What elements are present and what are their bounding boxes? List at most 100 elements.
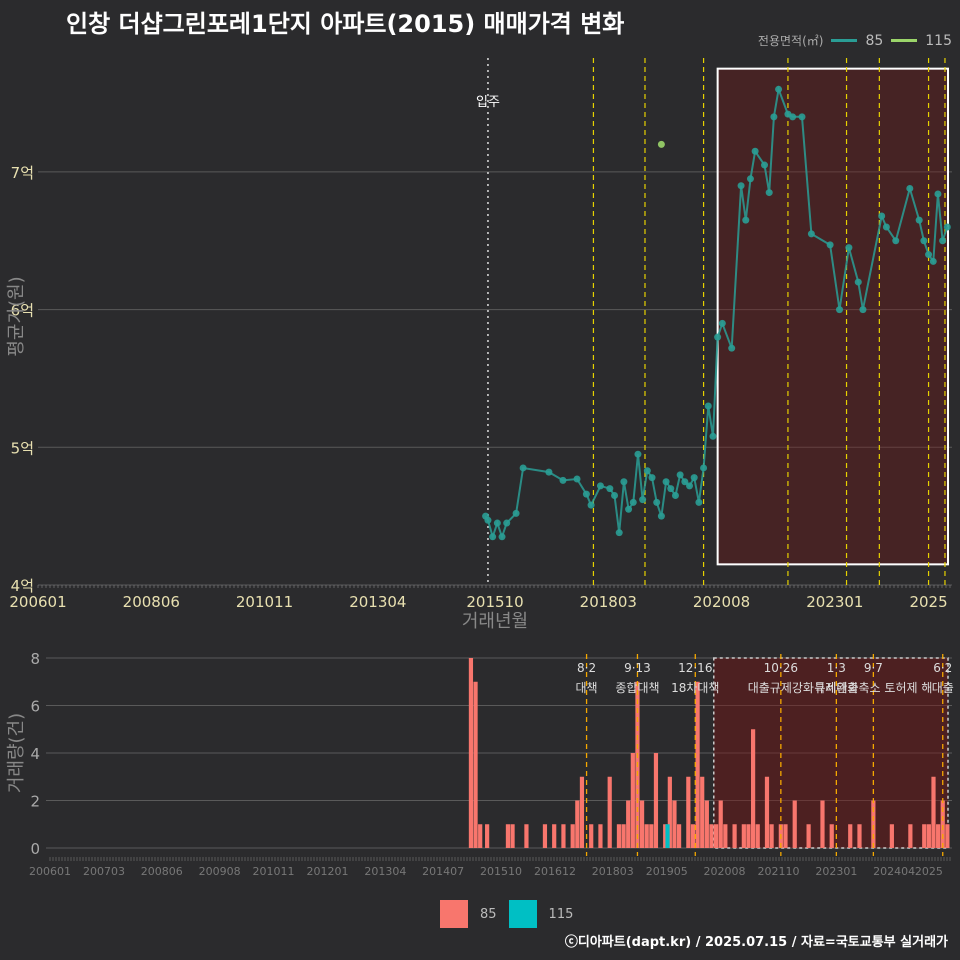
move-in-label: 입주 bbox=[476, 95, 500, 110]
price-point-85 bbox=[498, 533, 506, 541]
volume-legend: 85 115 bbox=[440, 900, 573, 928]
bar-x-tick-label: 202008 bbox=[704, 865, 746, 878]
volume-bar-85 bbox=[783, 824, 788, 848]
bar-legend-label-115: 115 bbox=[548, 906, 574, 922]
policy-event-date: 12·16 bbox=[678, 661, 712, 675]
volume-bar-85 bbox=[644, 824, 649, 848]
y-tick-label: 5억 bbox=[11, 439, 34, 457]
volume-bar-85 bbox=[926, 824, 931, 848]
volume-bar-85 bbox=[524, 824, 529, 848]
x-tick-label: 201510 bbox=[466, 593, 523, 611]
source-footer: ⓒ디아파트(dapt.kr) / 2025.07.15 / 자료=국토교통부 실… bbox=[564, 935, 948, 950]
bar-x-tick-label: 201407 bbox=[422, 865, 464, 878]
volume-bar-85 bbox=[686, 776, 691, 848]
price-point-85 bbox=[775, 85, 783, 93]
policy-event-date: 1·3 bbox=[827, 661, 846, 675]
price-point-85 bbox=[573, 475, 581, 483]
price-point-85 bbox=[892, 237, 900, 245]
policy-event-date: 9·7 bbox=[864, 661, 883, 675]
price-point-85 bbox=[934, 190, 942, 198]
volume-bar-85 bbox=[579, 776, 585, 848]
bar-x-tick-label: 202301 bbox=[815, 865, 857, 878]
x-tick-label: 201011 bbox=[236, 593, 293, 611]
bar-x-tick-label: 201612 bbox=[534, 865, 576, 878]
volume-bar-85 bbox=[732, 824, 737, 848]
bar-x-tick-label: 201510 bbox=[480, 865, 522, 878]
price-point-85 bbox=[878, 212, 886, 220]
volume-bar-85 bbox=[663, 824, 668, 848]
price-point-85 bbox=[582, 490, 590, 498]
volume-bar-85 bbox=[473, 681, 478, 848]
policy-event-date: 8·2 bbox=[577, 661, 596, 675]
bar-legend-label-85: 85 bbox=[480, 906, 497, 922]
x-tick-label: 201803 bbox=[580, 593, 637, 611]
price-point-85 bbox=[489, 533, 497, 541]
price-point-85 bbox=[484, 516, 492, 524]
price-point-85 bbox=[939, 237, 947, 245]
price-point-85 bbox=[742, 216, 750, 224]
price-point-85 bbox=[545, 468, 553, 476]
bar-x-tick-label: 201803 bbox=[592, 865, 634, 878]
volume-bar-85 bbox=[908, 824, 913, 848]
price-point-85 bbox=[681, 478, 689, 486]
y-tick-label: 7억 bbox=[11, 164, 34, 182]
bar-x-tick-label: 200703 bbox=[83, 865, 125, 878]
x-tick-label: 2025 bbox=[909, 593, 947, 611]
volume-bar-85 bbox=[792, 800, 797, 848]
price-point-85 bbox=[789, 113, 797, 121]
volume-bar-85 bbox=[672, 800, 677, 848]
price-point-85 bbox=[512, 509, 520, 517]
volume-bar-85 bbox=[940, 800, 945, 848]
bar-y-tick-label: 0 bbox=[30, 840, 40, 858]
price-point-85 bbox=[629, 498, 637, 506]
volume-bar-85 bbox=[542, 824, 548, 848]
price-point-85 bbox=[686, 482, 694, 490]
price-point-115 bbox=[657, 140, 665, 148]
price-point-85 bbox=[836, 306, 844, 314]
policy-event-label: 규제완화 bbox=[814, 681, 858, 695]
bar-y-tick-label: 8 bbox=[30, 650, 40, 668]
price-point-85 bbox=[671, 492, 679, 499]
volume-bar-85 bbox=[695, 681, 700, 848]
price-point-85 bbox=[615, 529, 623, 537]
volume-bar-85 bbox=[510, 824, 515, 848]
bar-legend-swatch-115 bbox=[508, 900, 537, 928]
price-point-85 bbox=[662, 478, 670, 486]
price-point-85 bbox=[596, 482, 604, 490]
highlight-box bbox=[716, 67, 950, 566]
volume-bar-85 bbox=[649, 824, 654, 848]
price-point-85 bbox=[704, 402, 712, 410]
volume-bar-85 bbox=[485, 824, 490, 848]
bar-x-tick-label: 200806 bbox=[141, 865, 183, 878]
policy-event-date: 9·13 bbox=[624, 661, 651, 675]
y-tick-label: 6억 bbox=[11, 302, 34, 320]
price-point-85 bbox=[653, 498, 661, 506]
price-point-85 bbox=[826, 241, 834, 249]
volume-bar-85 bbox=[598, 824, 603, 848]
price-point-85 bbox=[770, 113, 778, 121]
x-tick-label: 200806 bbox=[123, 593, 180, 611]
volume-bar-85 bbox=[931, 776, 936, 848]
volume-bar-85 bbox=[700, 776, 705, 848]
y-tick-label: 4억 bbox=[11, 577, 34, 595]
price-point-85 bbox=[493, 519, 501, 527]
price-point-85 bbox=[700, 464, 708, 472]
price-point-85 bbox=[845, 244, 853, 252]
y-axis-title: 평균가(원) bbox=[6, 276, 27, 356]
policy-event-date: 10·26 bbox=[764, 661, 798, 675]
policy-event-label: 18차대책 bbox=[671, 680, 719, 695]
bar-x-tick-label: 200908 bbox=[199, 865, 241, 878]
price-point-85 bbox=[751, 147, 759, 155]
volume-bar-85 bbox=[575, 800, 580, 848]
price-point-85 bbox=[929, 257, 937, 265]
volume-bar-85 bbox=[806, 824, 811, 848]
bar-y-tick-label: 2 bbox=[30, 793, 40, 811]
price-point-85 bbox=[761, 161, 769, 169]
price-point-85 bbox=[746, 175, 754, 183]
price-point-85 bbox=[690, 474, 698, 482]
volume-bar-85 bbox=[616, 824, 622, 848]
volume-bar-85 bbox=[667, 776, 672, 848]
bar-y-axis-title: 거래량(건) bbox=[6, 713, 27, 793]
legend-swatch-115 bbox=[891, 39, 918, 42]
bar-legend-swatch-85 bbox=[440, 900, 468, 928]
